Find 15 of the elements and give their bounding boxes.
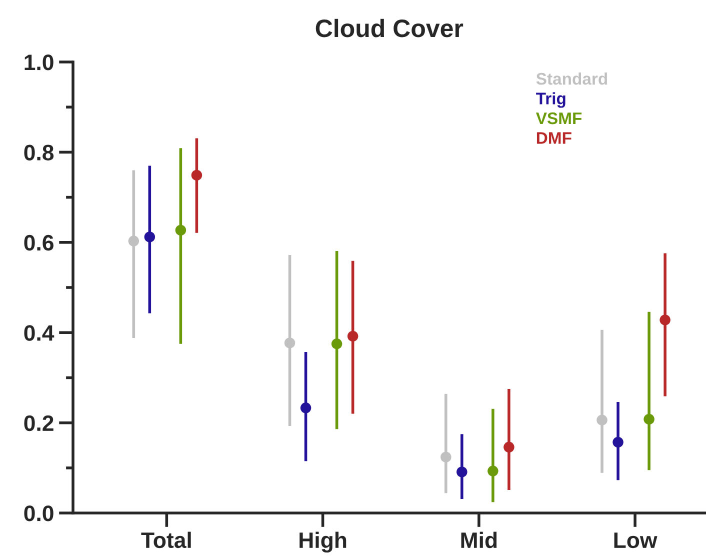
y-tick-label: 0.4 (24, 325, 54, 341)
text: VSMF (536, 112, 582, 124)
text: Standard (536, 72, 607, 85)
y-tick-label: 1.0 (24, 54, 54, 70)
x-tick-label: Total (141, 532, 191, 548)
x-tick-label: Mid (461, 532, 497, 548)
y-tick-label: 0.8 (24, 144, 54, 160)
chart-title: Cloud Cover (316, 18, 464, 38)
x-tick-label: Low (614, 532, 658, 548)
text: DMF (536, 132, 572, 144)
y-tick-label: 0.0 (24, 506, 54, 522)
y-tick-label: 0.2 (24, 415, 54, 432)
x-tick-label: High (300, 532, 346, 553)
y-tick-label: 0.6 (24, 234, 54, 251)
text: Trig (536, 92, 566, 108)
